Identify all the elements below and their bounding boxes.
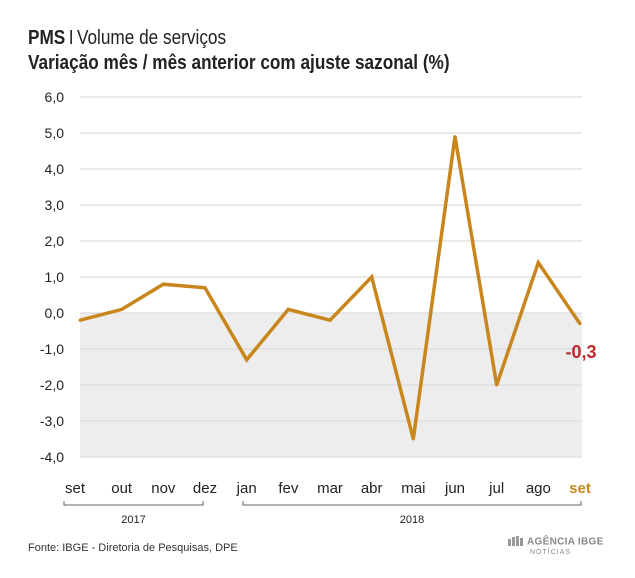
x-tick-label: dez xyxy=(193,480,217,497)
year-bracket xyxy=(64,501,203,505)
x-tick-label: jul xyxy=(488,480,504,497)
x-tick-label: mar xyxy=(317,480,343,497)
x-tick-label: abr xyxy=(361,480,383,497)
data-point xyxy=(412,438,415,441)
data-point xyxy=(537,261,540,264)
x-tick-label: set xyxy=(65,480,86,497)
year-bracket xyxy=(243,501,581,505)
year-label: 2017 xyxy=(121,514,145,526)
y-tick-label: -3,0 xyxy=(40,413,64,429)
logo-text: AGÊNCIA IBGE xyxy=(527,537,604,548)
data-point xyxy=(454,135,457,138)
data-point xyxy=(204,286,207,289)
data-point xyxy=(495,384,498,387)
data-point xyxy=(370,276,373,279)
x-tick-label: jun xyxy=(444,480,465,497)
year-label: 2018 xyxy=(400,514,424,526)
logo-subtext: NOTÍCIAS xyxy=(530,548,604,558)
data-point xyxy=(120,308,123,311)
y-tick-label: -4,0 xyxy=(40,449,64,465)
agencia-ibge-logo: AGÊNCIA IBGE NOTÍCIAS xyxy=(508,536,604,558)
y-tick-label: 1,0 xyxy=(45,269,65,285)
x-tick-label: nov xyxy=(151,480,176,497)
y-tick-label: 4,0 xyxy=(45,161,65,177)
data-point xyxy=(245,358,248,361)
data-point xyxy=(79,319,82,322)
data-point xyxy=(579,322,582,325)
y-tick-label: -1,0 xyxy=(40,341,64,357)
y-tick-label: 3,0 xyxy=(45,197,65,213)
source-note: Fonte: IBGE - Diretoria de Pesquisas, DP… xyxy=(28,542,238,554)
line-chart: 6,05,04,03,02,01,00,0-1,0-2,0-3,0-4,0set… xyxy=(0,0,635,578)
y-tick-label: 5,0 xyxy=(45,125,65,141)
x-tick-label: set xyxy=(569,480,591,497)
data-point xyxy=(162,283,165,286)
ibge-logo-icon xyxy=(508,536,524,548)
data-point xyxy=(329,319,332,322)
x-tick-label: fev xyxy=(278,480,299,497)
y-tick-label: 6,0 xyxy=(45,89,65,105)
x-tick-label: jan xyxy=(236,480,257,497)
x-tick-label: mai xyxy=(401,480,425,497)
y-tick-label: 0,0 xyxy=(45,305,65,321)
y-tick-label: 2,0 xyxy=(45,233,65,249)
y-tick-label: -2,0 xyxy=(40,377,64,393)
data-point xyxy=(287,308,290,311)
last-value-label: -0,3 xyxy=(565,342,596,362)
x-tick-label: out xyxy=(111,480,133,497)
x-tick-label: ago xyxy=(526,480,551,497)
